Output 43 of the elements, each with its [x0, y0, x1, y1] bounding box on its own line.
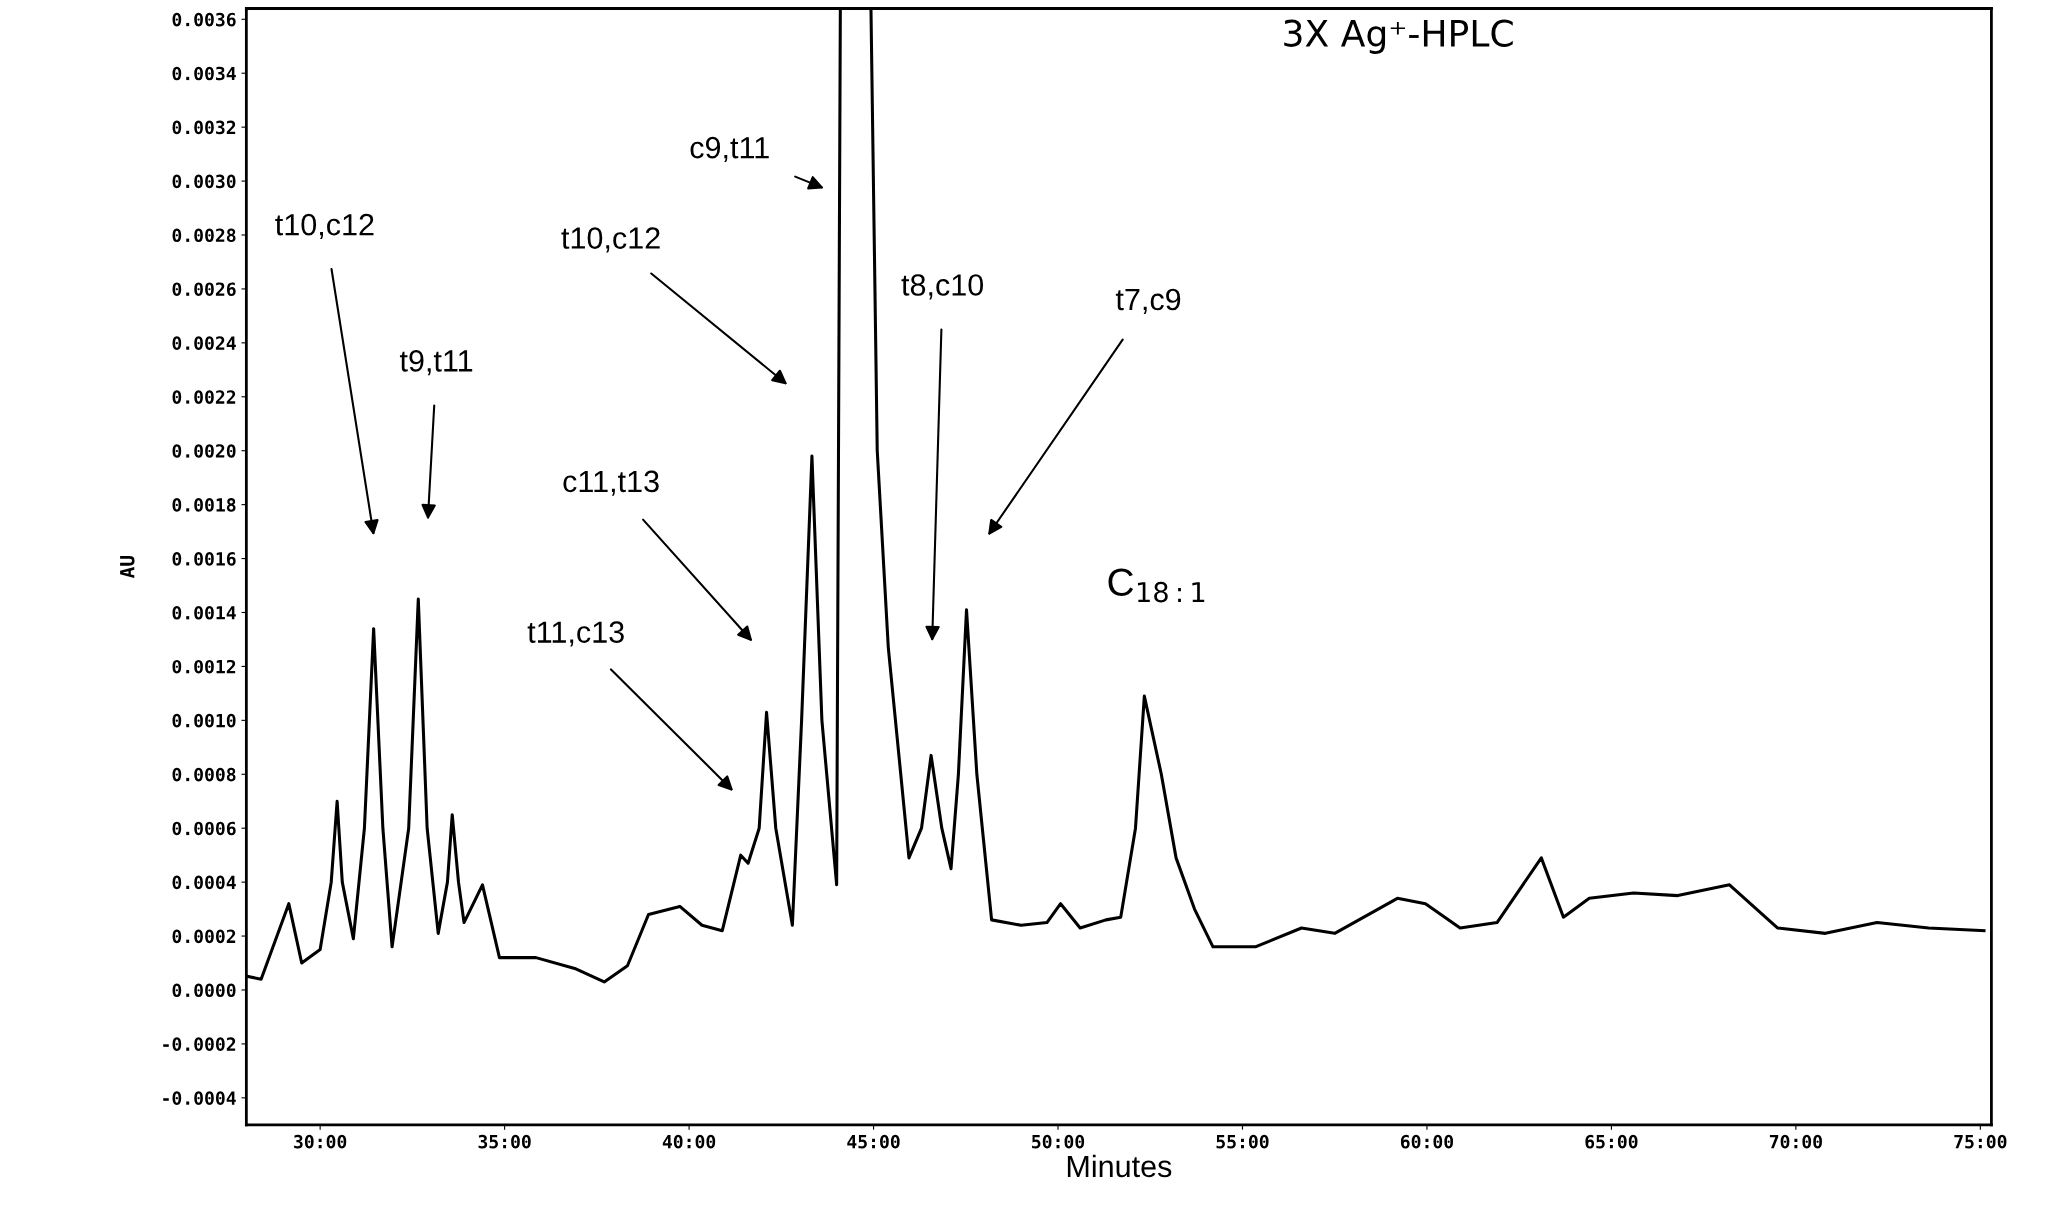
y-tick-label: 0.0034: [172, 66, 236, 81]
x-axis-title: Minutes: [1067, 1154, 1172, 1178]
y-tick-label: 0.0004: [172, 875, 236, 890]
y-tick-label: 0.0006: [172, 821, 236, 836]
x-tick-label: 50:00: [1032, 1134, 1085, 1149]
annotation: c11,t13: [563, 470, 659, 496]
annotation: t7,c9: [1115, 288, 1181, 314]
x-tick-label: 35:00: [478, 1134, 531, 1149]
x-tick-label: 30:00: [294, 1134, 347, 1149]
x-tick-label: 40:00: [662, 1134, 716, 1149]
y-tick-label: 0.0002: [172, 929, 236, 944]
y-tick-label: 0.0020: [172, 444, 236, 458]
y-tick-label: -0.0004: [163, 1091, 236, 1105]
y-tick-label: 0.0008: [172, 767, 236, 782]
y-tick-label: 0.0016: [172, 552, 236, 566]
x-tick-label: 45:00: [847, 1134, 900, 1149]
y-tick-label: 0.0018: [172, 498, 236, 512]
annotation: c9,t11: [690, 136, 769, 163]
y-tick-label: 0.0022: [172, 390, 236, 404]
annotation: t10,c12: [561, 227, 660, 253]
y-tick-label: 0.0014: [172, 605, 236, 620]
y-axis-title: AU: [120, 555, 135, 579]
y-tick-label: 0.0026: [172, 282, 236, 297]
x-tick-label: 55:00: [1216, 1134, 1269, 1149]
y-tick-label: 0.0032: [172, 120, 236, 135]
y-tick-label: 0.0012: [172, 659, 236, 674]
annotation: t8,c10: [901, 274, 984, 300]
y-tick-label: 0.0030: [172, 174, 236, 189]
x-tick-label: 60:00: [1400, 1134, 1454, 1149]
y-tick-label: 0.0000: [172, 983, 236, 998]
annotation: t11,c13: [527, 621, 624, 647]
y-tick-label: 0.0028: [172, 228, 236, 243]
y-tick-label: 0.0024: [172, 336, 236, 350]
y-tick-label: 0.0036: [172, 12, 236, 27]
annotation: t10,c12: [275, 213, 374, 240]
chart-title: 3X Ag⁺-HPLC: [1284, 19, 1513, 54]
annotation: t9,t11: [399, 350, 473, 376]
x-tick-label: 70:00: [1769, 1134, 1822, 1149]
annotation: C$_{18:1}$: [1108, 568, 1205, 603]
x-tick-label: 75:00: [1954, 1134, 2007, 1149]
y-tick-label: 0.0010: [172, 713, 236, 728]
y-tick-label: -0.0002: [163, 1037, 236, 1052]
x-tick-label: 65:00: [1585, 1134, 1638, 1149]
